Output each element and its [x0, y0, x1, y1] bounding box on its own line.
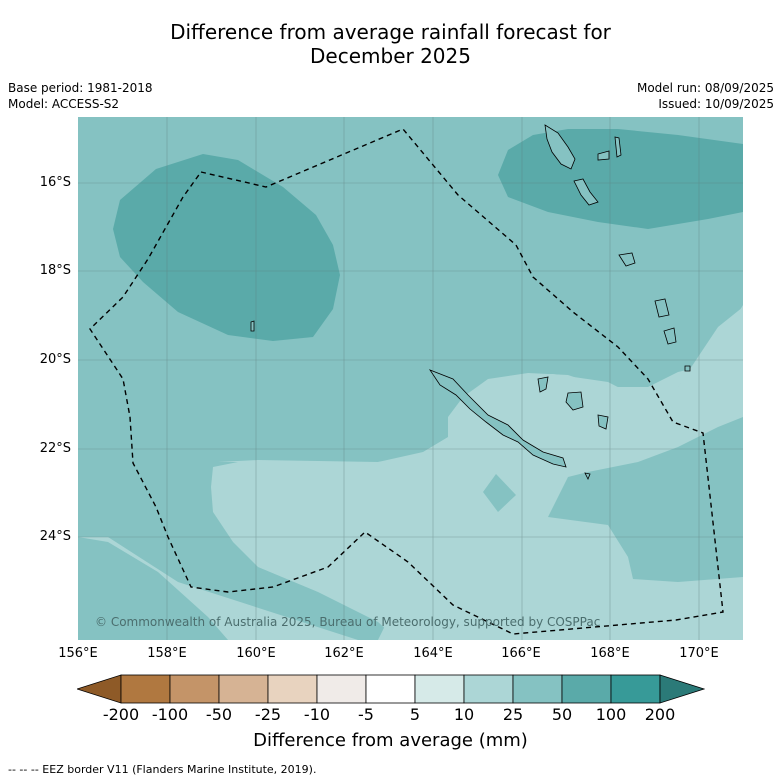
lon-label-162e: 162°E [324, 646, 364, 661]
lon-label-164e: 164°E [413, 646, 453, 661]
colorbar-segment [218, 674, 269, 704]
loyalty-island-2 [565, 391, 584, 411]
title-line-1: Difference from average rainfall forecas… [170, 20, 611, 44]
new-caledonia-island [428, 369, 567, 468]
espiritu-santo [544, 124, 576, 170]
colorbar-tick-label: -50 [205, 705, 233, 724]
gridlines [78, 117, 743, 640]
colorbar-segment [169, 674, 220, 704]
loyalty-island-3 [597, 414, 609, 430]
islands [250, 124, 691, 480]
zone-50-100-nw-corner [78, 117, 103, 125]
model-name: Model: ACCESS-S2 [8, 97, 120, 111]
colorbar-segment [512, 674, 563, 704]
colorbar-arrow-low [77, 674, 122, 704]
malakula [573, 178, 599, 206]
ambae [597, 150, 610, 161]
meta-left: Base period: 1981-2018 Model: ACCESS-S2 [8, 80, 153, 112]
lat-label-20s: 20°S [39, 352, 71, 367]
colorbar-segments [77, 674, 705, 704]
colorbar-segment [267, 674, 318, 704]
colorbar-tick-label: 10 [453, 705, 475, 724]
title-line-2: December 2025 [310, 44, 471, 68]
rainfall-map: © Commonwealth of Australia 2025, Bureau… [78, 117, 743, 640]
base-period: Base period: 1981-2018 [8, 81, 153, 95]
colorbar-title: Difference from average (mm) [253, 730, 528, 751]
loyalty-island-1 [537, 376, 549, 393]
colorbar-segment [316, 674, 367, 704]
eez-border [89, 128, 724, 635]
lat-label-16s: 16°S [39, 175, 71, 190]
lon-label-156e: 156°E [58, 646, 98, 661]
colorbar [77, 674, 705, 704]
colorbar-tick-label: 50 [551, 705, 573, 724]
small-islet-1 [250, 320, 255, 332]
colorbar-segment [120, 674, 171, 704]
colorbar-segment [463, 674, 514, 704]
lat-label-18s: 18°S [39, 263, 71, 278]
colorbar-tick-label: -200 [102, 705, 140, 724]
colorbar-tick-label: -5 [358, 705, 374, 724]
eez-legend: -- -- -- EEZ border V11 (Flanders Marine… [8, 763, 317, 776]
colorbar-segment [365, 674, 416, 704]
zone-25-50-sw [78, 537, 228, 640]
maewo-pentecost [614, 136, 622, 158]
lat-label-22s: 22°S [39, 441, 71, 456]
colorbar-tick-label: -25 [254, 705, 282, 724]
colorbar-segment [561, 674, 612, 704]
colorbar-tick-label: 200 [644, 705, 676, 724]
colorbar-tick-label: 100 [595, 705, 627, 724]
zone-25-50-islet [483, 474, 516, 512]
efate [618, 252, 636, 267]
colorbar-tick-label: -10 [303, 705, 331, 724]
colorbar-tick-label: -100 [151, 705, 189, 724]
lon-label-158e: 158°E [147, 646, 187, 661]
lon-label-170e: 170°E [679, 646, 719, 661]
colorbar-tick-label: 5 [409, 705, 421, 724]
isle-of-pines [584, 472, 591, 480]
lon-label-166e: 166°E [501, 646, 541, 661]
tanna [654, 298, 670, 318]
model-run: Model run: 08/09/2025 [636, 81, 774, 95]
colorbar-segment [610, 674, 661, 704]
zone-50-100-west [113, 154, 340, 341]
colorbar-tick-label: 25 [502, 705, 524, 724]
chart-title: Difference from average rainfall forecas… [0, 20, 781, 68]
copyright-text: © Commonwealth of Australia 2025, Bureau… [95, 615, 600, 629]
issued-date: Issued: 10/09/2025 [658, 97, 774, 111]
colorbar-arrow-high [659, 674, 705, 704]
zone-25-50-east [548, 417, 743, 582]
lon-label-168e: 168°E [590, 646, 630, 661]
small-islet-2 [684, 365, 691, 372]
colorbar-segment [414, 674, 465, 704]
lon-label-160e: 160°E [236, 646, 276, 661]
meta-right: Model run: 08/09/2025 Issued: 10/09/2025 [637, 80, 774, 112]
lat-label-24s: 24°S [39, 529, 71, 544]
erromango [663, 327, 677, 345]
